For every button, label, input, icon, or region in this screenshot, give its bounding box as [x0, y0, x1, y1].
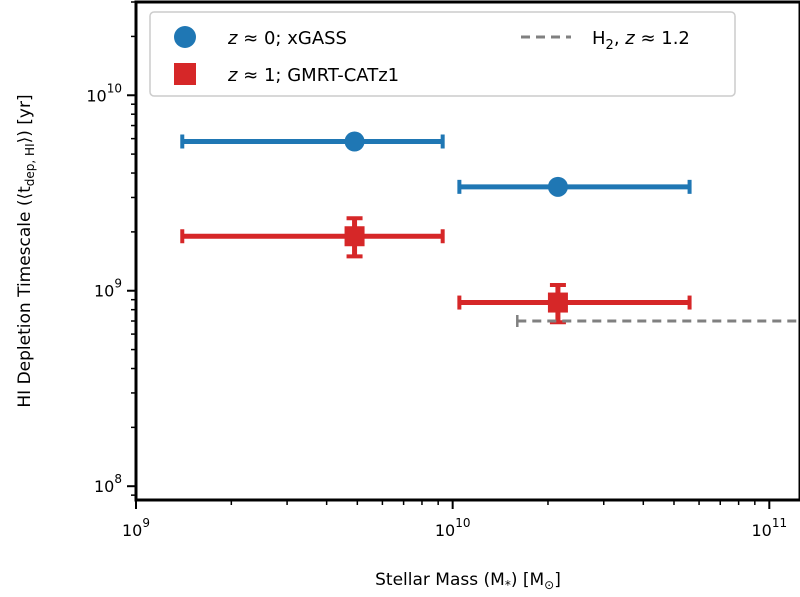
data-point-circle [547, 176, 568, 197]
x-axis-title: Stellar Mass (M*) [M⊙] [375, 570, 561, 592]
y-tick-label: 108 [94, 472, 122, 496]
legend-label: z ≈ 1; GMRT-CATz1 [227, 65, 399, 86]
legend: z ≈ 0; xGASS z ≈ 1; GMRT-CATz1 H2, z ≈ 1.2 [149, 11, 736, 97]
x-tick-label: 1011 [751, 516, 787, 540]
plot-area [180, 131, 800, 328]
y-ticks: 108 109 1010 [86, 1, 136, 496]
x-tick-label: 1010 [435, 516, 471, 540]
data-point-square [547, 292, 568, 313]
y-axis-title: HI Depletion Timescale (⟨tdep, HI⟩) [yr] [15, 94, 37, 407]
series-1 [180, 216, 692, 325]
x-ticks: 109 1010 1011 [122, 500, 787, 540]
y-tick-label: 109 [94, 277, 122, 301]
series-2 [516, 315, 800, 328]
y-tick-label: 1010 [86, 81, 122, 105]
plot-frame [134, 0, 800, 502]
x-tick-label: 109 [122, 516, 150, 540]
legend-marker-square [174, 63, 196, 85]
legend-label: z ≈ 0; xGASS [227, 28, 347, 49]
data-point-square [344, 226, 365, 247]
legend-label: H2, z ≈ 1.2 [592, 28, 690, 53]
data-point-circle [344, 131, 365, 152]
series-0 [180, 131, 692, 197]
legend-marker-circle [174, 26, 196, 48]
legend-box [149, 11, 736, 97]
